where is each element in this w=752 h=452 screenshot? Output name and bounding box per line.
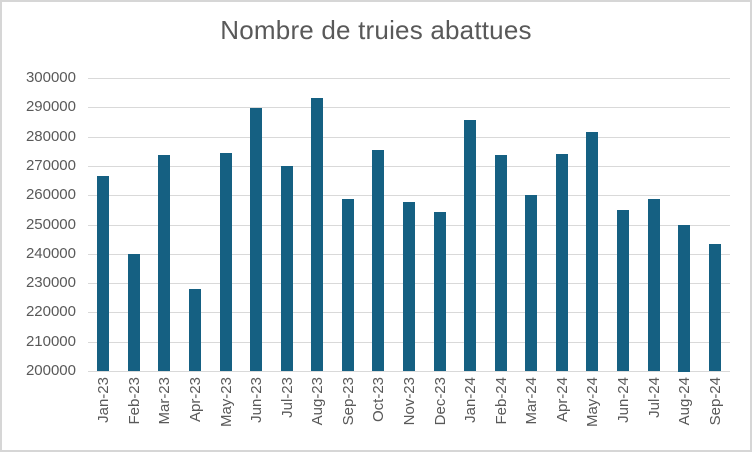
chart-title: Nombre de truies abattues xyxy=(220,15,532,45)
x-axis-line xyxy=(88,371,730,372)
x-axis-tick-label: Oct-23 xyxy=(370,377,387,423)
bar-aug-23 xyxy=(311,98,323,371)
x-axis-tick-label: Dec-23 xyxy=(432,377,449,426)
x-axis-tick-label: Jun-23 xyxy=(248,377,265,423)
y-axis-tick-label: 260000 xyxy=(25,186,76,203)
x-axis-tick-label: May-23 xyxy=(218,377,235,428)
bar-jun-24 xyxy=(617,210,629,371)
bar-sep-23 xyxy=(342,199,354,371)
x-axis-tick-label: Sep-23 xyxy=(340,377,357,426)
y-axis-tick-label: 250000 xyxy=(25,216,76,233)
y-axis-tick-label: 280000 xyxy=(25,128,76,145)
gridline xyxy=(88,107,730,108)
bar-mar-24 xyxy=(525,195,537,371)
y-axis-tick-label: 240000 xyxy=(25,245,76,262)
y-axis-tick-label: 210000 xyxy=(25,333,76,350)
y-axis-tick-label: 290000 xyxy=(25,98,76,115)
bar-apr-23 xyxy=(189,289,201,371)
x-axis-tick-label: May-24 xyxy=(584,377,601,428)
x-axis-tick-label: Feb-23 xyxy=(126,377,143,425)
x-axis-tick-label: Jul-23 xyxy=(279,377,296,418)
bar-jul-24 xyxy=(648,199,660,371)
x-axis-tick-label: Sep-24 xyxy=(707,377,724,426)
x-axis-tick-label: Mar-24 xyxy=(523,377,540,425)
bar-sep-24 xyxy=(709,244,721,371)
bar-oct-23 xyxy=(372,150,384,371)
bar-dec-23 xyxy=(434,212,446,371)
x-axis-tick-label: Jun-24 xyxy=(615,377,632,423)
gridline xyxy=(88,137,730,138)
x-axis-tick-label: Nov-23 xyxy=(401,377,418,426)
bar-mar-23 xyxy=(158,155,170,371)
bar-may-23 xyxy=(220,153,232,371)
bar-jan-24 xyxy=(464,120,476,371)
x-axis-tick-label: Mar-23 xyxy=(156,377,173,425)
y-axis-tick-label: 200000 xyxy=(25,362,76,379)
bar-jun-23 xyxy=(250,108,262,371)
bar-aug-24 xyxy=(678,225,690,372)
y-axis-tick-label: 270000 xyxy=(25,157,76,174)
x-axis-tick-label: Apr-24 xyxy=(554,377,571,423)
bar-feb-24 xyxy=(495,155,507,371)
bar-jul-23 xyxy=(281,166,293,371)
x-axis-tick-label: Apr-23 xyxy=(187,377,204,423)
x-axis-tick-label: Jan-23 xyxy=(95,377,112,423)
y-axis-tick-label: 220000 xyxy=(25,303,76,320)
bar-apr-24 xyxy=(556,154,568,371)
y-axis-tick-label: 230000 xyxy=(25,274,76,291)
y-axis-tick-label: 300000 xyxy=(25,69,76,86)
bar-feb-23 xyxy=(128,254,140,371)
x-axis-tick-label: Aug-23 xyxy=(309,377,326,426)
gridline xyxy=(88,78,730,79)
bar-may-24 xyxy=(586,132,598,371)
x-axis-tick-label: Jul-24 xyxy=(646,377,663,418)
bar-nov-23 xyxy=(403,202,415,371)
gridline xyxy=(88,166,730,167)
x-axis-tick-label: Jan-24 xyxy=(462,377,479,423)
x-axis-tick-label: Feb-24 xyxy=(493,377,510,425)
gridline xyxy=(88,195,730,196)
x-axis-tick-label: Aug-24 xyxy=(676,377,693,426)
bar-jan-23 xyxy=(97,176,109,371)
